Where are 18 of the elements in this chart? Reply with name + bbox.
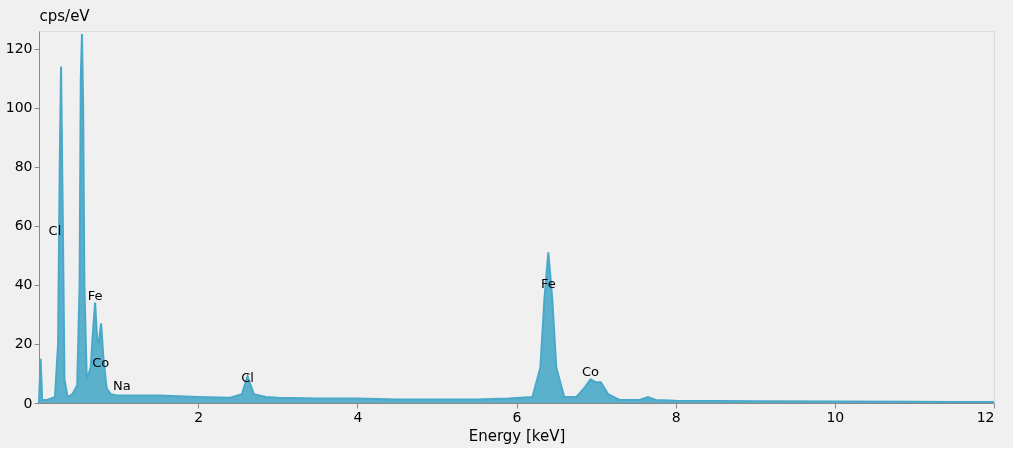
- x-tick-label: 4: [353, 408, 363, 425]
- y-tick-label: 60: [14, 217, 33, 234]
- annotation: Na: [112, 377, 131, 393]
- x-tick-label: 12: [976, 408, 995, 425]
- x-tick-label: 6: [512, 408, 522, 425]
- y-tick-label: 100: [5, 99, 33, 116]
- x-axis-title: Energy [keV]: [468, 426, 566, 445]
- y-tick-label: 40: [14, 276, 33, 293]
- y-tick-label: 120: [5, 40, 33, 57]
- annotation: Fe: [87, 287, 103, 303]
- y-tick-label: 80: [14, 158, 33, 175]
- y-axis-title: cps/eV: [39, 6, 91, 25]
- x-tick-label: 8: [671, 408, 681, 425]
- annotation: Co: [582, 364, 600, 380]
- y-tick-label: 0: [23, 394, 33, 411]
- x-tick-label: 10: [826, 408, 845, 425]
- x-tick-label: 2: [194, 408, 204, 425]
- y-tick-label: 20: [14, 335, 33, 352]
